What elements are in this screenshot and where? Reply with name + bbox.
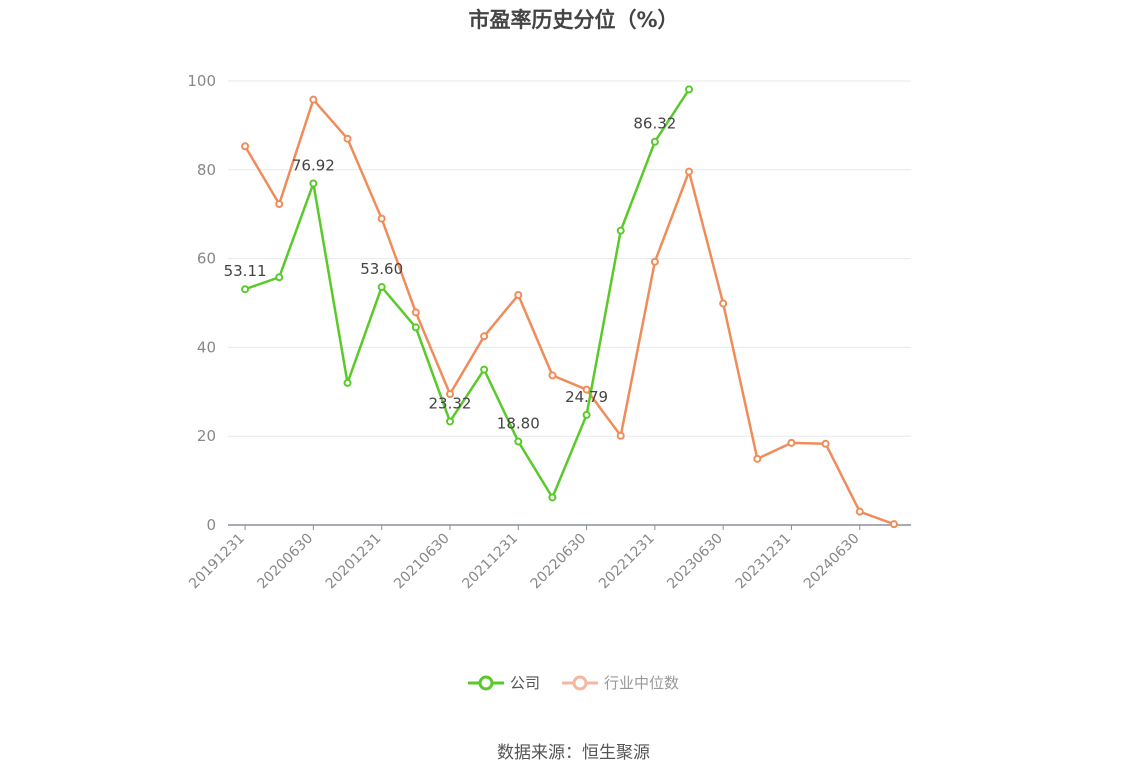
y-tick-label: 0 <box>206 516 216 534</box>
chart-title: 市盈率历史分位（%） <box>468 8 679 32</box>
data-point <box>411 308 420 317</box>
data-point <box>650 137 659 146</box>
data-point <box>616 431 625 440</box>
data-point <box>377 214 386 223</box>
data-point <box>445 417 454 426</box>
data-point <box>514 437 523 446</box>
data-point <box>411 323 420 332</box>
circle-line-icon <box>562 675 598 690</box>
data-label: 18.80 <box>497 415 540 433</box>
y-tick-label: 100 <box>187 72 216 90</box>
y-tick-label: 40 <box>197 338 216 356</box>
x-axis <box>228 524 911 530</box>
data-point <box>275 199 284 208</box>
x-tick-label: 20230630 <box>664 531 726 593</box>
data-point <box>309 95 318 104</box>
data-label: 23.32 <box>428 394 471 412</box>
x-tick-label: 20201231 <box>323 531 385 593</box>
x-tick-label: 20211231 <box>459 531 521 593</box>
data-point <box>343 134 352 143</box>
data-point <box>685 85 694 94</box>
data-point <box>685 167 694 176</box>
data-point <box>787 438 796 447</box>
data-labels: 53.11 76.92 53.60 23.32 18.80 24.79 86.32 <box>224 115 677 433</box>
legend-item-industry[interactable]: 行业中位数 <box>562 672 679 693</box>
series-lines <box>241 85 898 529</box>
data-point <box>377 283 386 292</box>
x-tick-label: 20220630 <box>528 531 590 593</box>
data-point <box>309 179 318 188</box>
data-point <box>445 390 454 399</box>
y-tick-label: 20 <box>197 427 216 445</box>
data-point <box>480 365 489 374</box>
legend: 公司 行业中位数 <box>0 672 1147 693</box>
x-tick-label: 20221231 <box>596 531 658 593</box>
data-point <box>548 493 557 502</box>
data-point <box>650 257 659 266</box>
data-point <box>616 226 625 235</box>
data-point <box>343 378 352 387</box>
data-point <box>719 299 728 308</box>
data-label: 53.11 <box>224 262 267 280</box>
data-point <box>548 371 557 380</box>
series-line-industry <box>243 98 895 526</box>
legend-label-industry: 行业中位数 <box>604 674 680 692</box>
data-point <box>889 520 898 529</box>
data-point <box>514 291 523 300</box>
legend-item-company[interactable]: 公司 <box>467 672 540 693</box>
circle-line-icon <box>467 675 504 690</box>
data-point <box>821 439 830 448</box>
y-tick-label: 60 <box>197 250 216 268</box>
data-label: 24.79 <box>565 388 608 406</box>
data-point <box>275 273 284 282</box>
x-axis-tick-labels: 20191231 20200630 20201231 20210630 20211231… <box>186 531 862 593</box>
x-tick-label: 20200630 <box>254 531 316 593</box>
data-point <box>241 285 250 294</box>
y-axis-tick-labels: 0 20 40 60 80 100 <box>187 72 216 534</box>
data-point <box>582 385 591 394</box>
data-point <box>753 454 762 463</box>
source-note: 数据来源：恒生聚源 <box>497 743 650 763</box>
data-label: 53.60 <box>360 260 403 278</box>
data-point <box>855 507 864 516</box>
x-tick-label: 20240630 <box>801 531 863 593</box>
series-line-company <box>244 88 691 499</box>
data-point <box>480 332 489 341</box>
y-tick-label: 80 <box>197 161 216 179</box>
data-label: 76.92 <box>292 156 335 174</box>
data-point <box>241 142 250 151</box>
data-point <box>582 410 591 419</box>
x-tick-label: 20191231 <box>186 531 248 593</box>
legend-label-company: 公司 <box>509 674 540 692</box>
data-label: 86.32 <box>633 115 676 133</box>
x-tick-label: 20231231 <box>733 531 795 593</box>
x-tick-label: 20210630 <box>391 531 453 593</box>
